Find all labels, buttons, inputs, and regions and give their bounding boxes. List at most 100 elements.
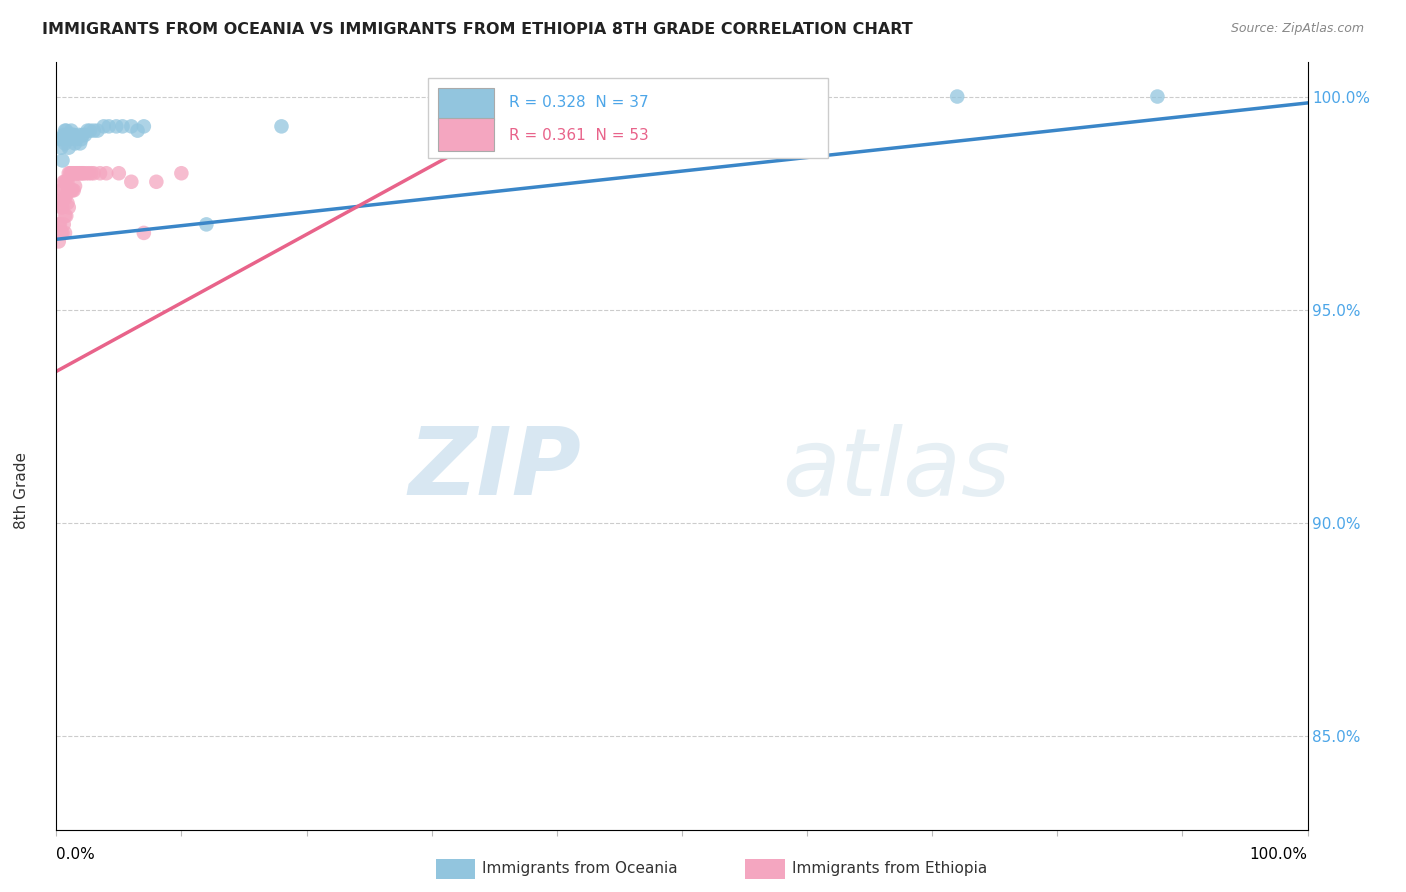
Point — [66, 166, 89, 180]
Point — [79, 123, 101, 137]
Point — [48, 218, 70, 232]
Text: 0.0%: 0.0% — [56, 847, 96, 862]
Text: Source: ZipAtlas.com: Source: ZipAtlas.com — [1230, 22, 1364, 36]
Point — [70, 166, 93, 180]
Text: 8th Grade: 8th Grade — [14, 452, 28, 529]
Point — [55, 175, 77, 189]
Point — [51, 226, 73, 240]
Point — [70, 132, 93, 146]
Point — [58, 132, 80, 146]
Point — [93, 120, 115, 134]
Point — [108, 166, 131, 180]
Text: IMMIGRANTS FROM OCEANIA VS IMMIGRANTS FROM ETHIOPIA 8TH GRADE CORRELATION CHART: IMMIGRANTS FROM OCEANIA VS IMMIGRANTS FR… — [42, 22, 912, 37]
Point — [51, 200, 73, 214]
Point — [72, 166, 94, 180]
Point — [51, 226, 73, 240]
Point — [59, 128, 82, 142]
Point — [96, 166, 118, 180]
Point — [60, 166, 83, 180]
Text: Immigrants from Ethiopia: Immigrants from Ethiopia — [792, 862, 987, 876]
Point — [52, 128, 75, 142]
Point — [76, 123, 98, 137]
Point — [97, 120, 120, 134]
Point — [49, 218, 72, 232]
Point — [63, 166, 86, 180]
Point — [52, 175, 75, 189]
Point — [83, 166, 105, 180]
Point — [51, 183, 73, 197]
Point — [53, 226, 76, 240]
Point — [75, 166, 97, 180]
Point — [67, 166, 90, 180]
Text: Immigrants from Oceania: Immigrants from Oceania — [482, 862, 678, 876]
Point — [111, 120, 134, 134]
Point — [63, 179, 86, 194]
Point — [120, 175, 142, 189]
Point — [51, 141, 73, 155]
Point — [62, 183, 84, 197]
Point — [73, 128, 96, 142]
Point — [55, 187, 77, 202]
Point — [72, 128, 94, 142]
Point — [58, 183, 80, 197]
Point — [62, 183, 84, 197]
Point — [58, 166, 80, 180]
Point — [89, 166, 111, 180]
FancyBboxPatch shape — [427, 78, 828, 158]
Point — [170, 166, 193, 180]
Point — [73, 166, 96, 180]
Point — [53, 136, 76, 151]
Point — [55, 123, 77, 137]
Point — [52, 218, 75, 232]
Point — [86, 123, 108, 137]
Point — [53, 123, 76, 137]
Text: R = 0.361  N = 53: R = 0.361 N = 53 — [509, 128, 650, 143]
FancyBboxPatch shape — [437, 119, 495, 151]
Text: ZIP: ZIP — [409, 423, 582, 515]
Point — [51, 132, 73, 146]
Point — [69, 166, 91, 180]
Point — [132, 226, 155, 240]
Point — [49, 196, 72, 211]
Point — [49, 132, 72, 146]
Point — [53, 209, 76, 223]
FancyBboxPatch shape — [437, 87, 495, 120]
Point — [270, 120, 292, 134]
Point — [65, 132, 87, 146]
Point — [48, 235, 70, 249]
Point — [53, 175, 76, 189]
Point — [195, 218, 218, 232]
Point — [62, 166, 84, 180]
Point — [120, 120, 142, 134]
Point — [51, 153, 73, 168]
Point — [62, 128, 84, 142]
Point — [132, 120, 155, 134]
Point — [77, 166, 100, 180]
Point — [69, 136, 91, 151]
Point — [65, 166, 87, 180]
Point — [67, 128, 90, 142]
Point — [1146, 89, 1168, 103]
Point — [145, 175, 167, 189]
Point — [58, 200, 80, 214]
Point — [80, 166, 103, 180]
Point — [59, 183, 82, 197]
Point — [56, 128, 79, 142]
Point — [946, 89, 969, 103]
Point — [58, 141, 80, 155]
Text: 100.0%: 100.0% — [1250, 847, 1308, 862]
Text: atlas: atlas — [782, 424, 1011, 515]
Point — [60, 183, 83, 197]
Point — [63, 136, 86, 151]
Point — [55, 209, 77, 223]
Point — [127, 123, 149, 137]
Point — [62, 128, 84, 142]
Point — [59, 166, 82, 180]
Point — [53, 192, 76, 206]
Point — [52, 192, 75, 206]
Point — [105, 120, 128, 134]
Point — [51, 200, 73, 214]
Point — [60, 123, 83, 137]
Point — [51, 183, 73, 197]
Point — [62, 166, 84, 180]
